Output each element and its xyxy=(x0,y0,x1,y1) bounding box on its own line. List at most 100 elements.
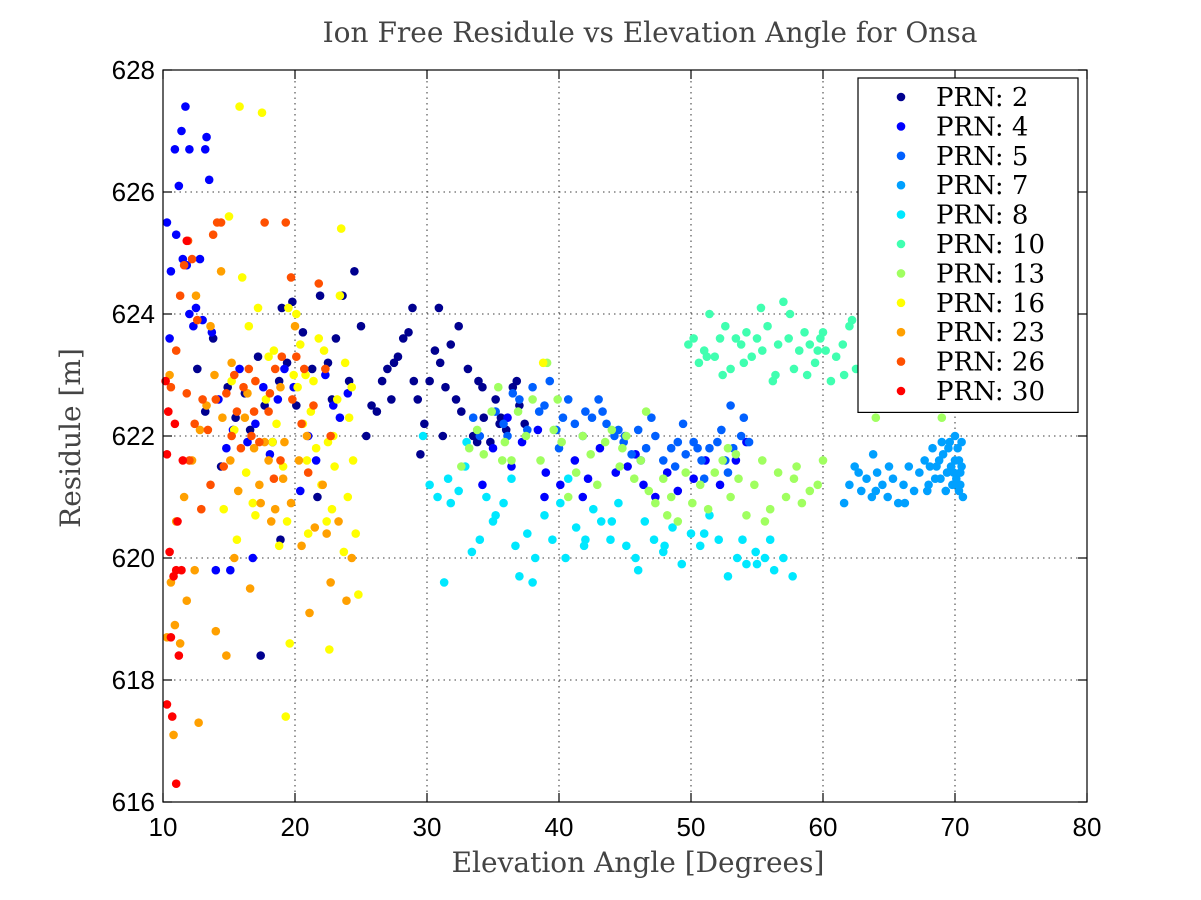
data-point xyxy=(187,254,197,264)
data-point xyxy=(255,480,264,490)
data-point xyxy=(545,376,555,386)
data-point xyxy=(425,480,434,490)
data-point xyxy=(658,456,668,465)
data-point xyxy=(651,498,660,508)
data-point xyxy=(765,535,775,544)
data-point xyxy=(538,358,548,368)
data-point xyxy=(243,437,252,447)
x-tick-label: 80 xyxy=(1073,812,1102,842)
data-point xyxy=(457,407,466,416)
data-point xyxy=(167,712,177,721)
data-point xyxy=(515,572,524,581)
data-point xyxy=(686,529,696,538)
data-point xyxy=(595,443,605,453)
data-point xyxy=(294,456,304,465)
data-point xyxy=(533,425,543,435)
data-point xyxy=(909,486,919,496)
data-point xyxy=(937,437,947,447)
data-point xyxy=(165,547,174,557)
data-point xyxy=(244,321,254,331)
x-tick-label: 50 xyxy=(677,812,706,842)
x-tick-label: 70 xyxy=(941,812,970,842)
data-point xyxy=(229,553,239,563)
data-point xyxy=(281,218,291,227)
data-point xyxy=(286,273,296,282)
series-5 xyxy=(418,431,797,587)
legend-label: PRN: 4 xyxy=(936,112,1028,142)
series-6 xyxy=(684,297,907,386)
data-point xyxy=(235,102,244,111)
data-point xyxy=(872,468,882,477)
data-point xyxy=(769,565,779,575)
data-point xyxy=(587,413,597,423)
data-point xyxy=(170,145,180,154)
data-point xyxy=(618,443,627,453)
data-point xyxy=(181,102,190,111)
data-points xyxy=(161,102,997,788)
data-point xyxy=(726,492,735,502)
data-point xyxy=(493,382,503,392)
data-point xyxy=(530,553,540,563)
data-point xyxy=(742,511,751,520)
data-point xyxy=(288,297,297,307)
data-point xyxy=(326,431,335,441)
data-point xyxy=(286,498,296,508)
data-point xyxy=(785,309,795,319)
data-point xyxy=(765,504,775,514)
data-point xyxy=(717,425,726,435)
data-point xyxy=(726,401,735,410)
data-point xyxy=(507,456,516,465)
data-point xyxy=(747,352,757,362)
data-point xyxy=(512,376,522,386)
data-point xyxy=(218,413,227,423)
data-point xyxy=(958,492,968,502)
data-point xyxy=(756,303,766,313)
data-point xyxy=(474,376,483,386)
data-point xyxy=(561,553,570,563)
data-point xyxy=(534,407,544,416)
data-point xyxy=(340,358,350,368)
data-point xyxy=(750,480,759,490)
data-point xyxy=(472,425,482,435)
data-point xyxy=(233,486,243,496)
data-point xyxy=(922,486,932,496)
data-point xyxy=(256,651,265,660)
data-point xyxy=(732,553,742,563)
data-point xyxy=(293,382,302,392)
data-point xyxy=(175,639,185,648)
x-tick-label: 20 xyxy=(281,812,310,842)
data-point xyxy=(937,413,947,423)
data-point xyxy=(536,456,545,465)
data-point xyxy=(556,498,565,508)
data-point xyxy=(193,364,202,374)
data-point xyxy=(195,425,205,435)
data-point xyxy=(285,639,295,648)
data-point xyxy=(540,511,549,520)
data-point xyxy=(789,474,799,484)
data-point xyxy=(631,553,640,563)
data-point xyxy=(171,779,181,788)
data-point xyxy=(839,370,849,380)
data-point xyxy=(681,468,691,477)
data-point xyxy=(915,468,924,477)
data-point xyxy=(216,267,226,276)
data-point xyxy=(614,498,623,508)
data-point xyxy=(950,431,960,441)
data-point xyxy=(211,565,221,575)
data-point xyxy=(760,517,770,526)
data-point xyxy=(420,419,429,429)
x-tick-label: 60 xyxy=(809,812,838,842)
data-point xyxy=(598,407,607,416)
data-point xyxy=(259,382,268,392)
data-point xyxy=(792,462,801,471)
data-point xyxy=(818,456,828,465)
legend-marker xyxy=(896,210,906,219)
data-point xyxy=(884,462,894,471)
data-point xyxy=(781,492,791,502)
data-point xyxy=(779,553,788,563)
data-point xyxy=(868,450,878,459)
data-point xyxy=(383,364,392,374)
data-point xyxy=(673,486,683,496)
data-point xyxy=(274,541,284,551)
